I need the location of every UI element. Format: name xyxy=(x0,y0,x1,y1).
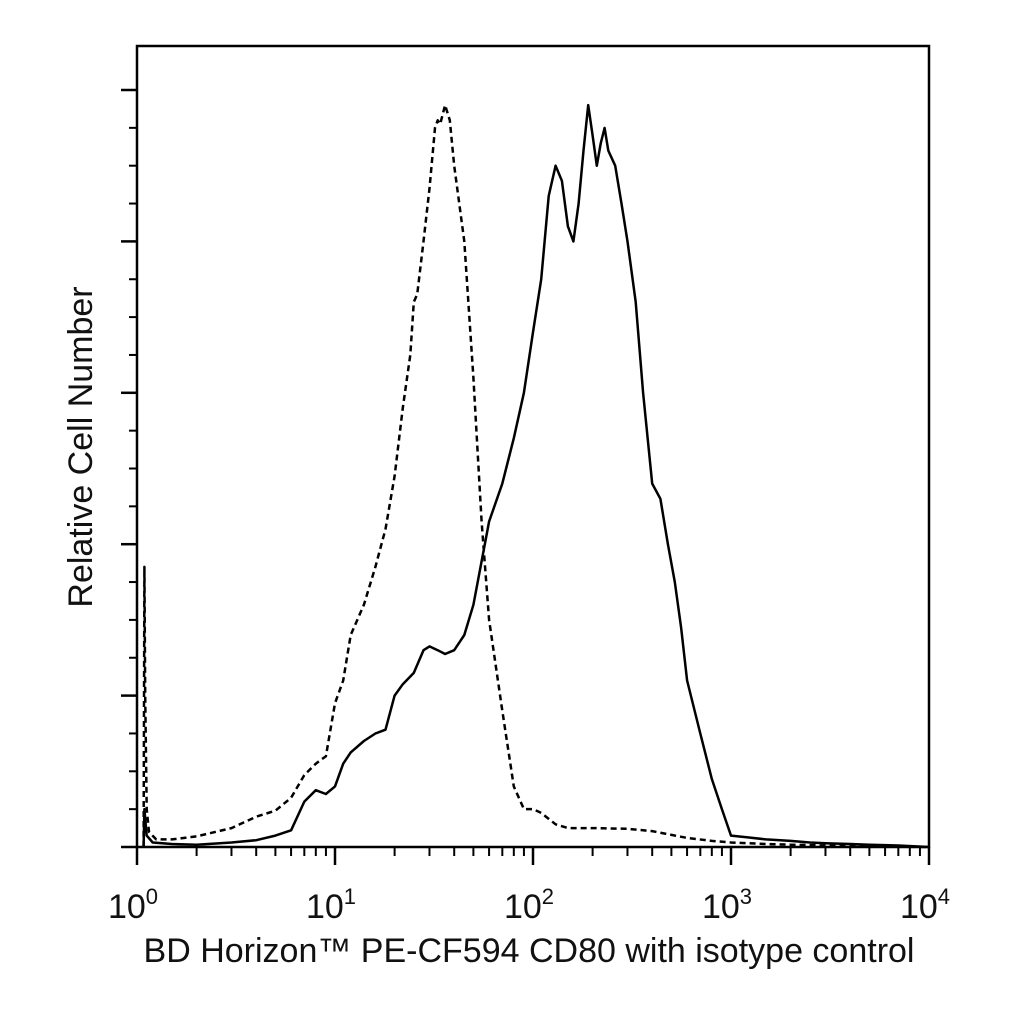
x-tick-label: 104 xyxy=(900,884,950,926)
isotype-control-curve xyxy=(142,103,930,849)
series-lines xyxy=(142,103,930,849)
x-tick-label: 100 xyxy=(108,884,158,926)
x-tick-label-base: 10 xyxy=(702,888,740,926)
cd80-curve xyxy=(142,103,930,849)
plot-frame xyxy=(135,44,931,849)
x-axis-tick-labels: 100 101 102 103 104 xyxy=(108,884,950,926)
x-tick-label-base: 10 xyxy=(306,888,344,926)
x-tick-label: 102 xyxy=(504,884,554,926)
x-tick-label-base: 10 xyxy=(504,888,542,926)
x-axis-label: BD Horizon™ PE-CF594 CD80 with isotype c… xyxy=(144,932,915,970)
y-axis-ticks xyxy=(121,88,137,849)
plot-border xyxy=(135,44,931,849)
x-tick-label: 103 xyxy=(702,884,752,926)
x-tick-label-exponent: 0 xyxy=(146,884,158,909)
x-tick-label-base: 10 xyxy=(900,888,938,926)
x-tick-label-exponent: 3 xyxy=(740,884,752,909)
x-tick-label-exponent: 2 xyxy=(542,884,554,909)
x-tick-label-base: 10 xyxy=(108,888,146,926)
x-tick-label-exponent: 4 xyxy=(938,884,950,909)
x-axis-ticks xyxy=(135,847,931,865)
x-tick-label: 101 xyxy=(306,884,356,926)
x-tick-label-exponent: 1 xyxy=(344,884,356,909)
y-axis-label: Relative Cell Number xyxy=(62,286,100,607)
